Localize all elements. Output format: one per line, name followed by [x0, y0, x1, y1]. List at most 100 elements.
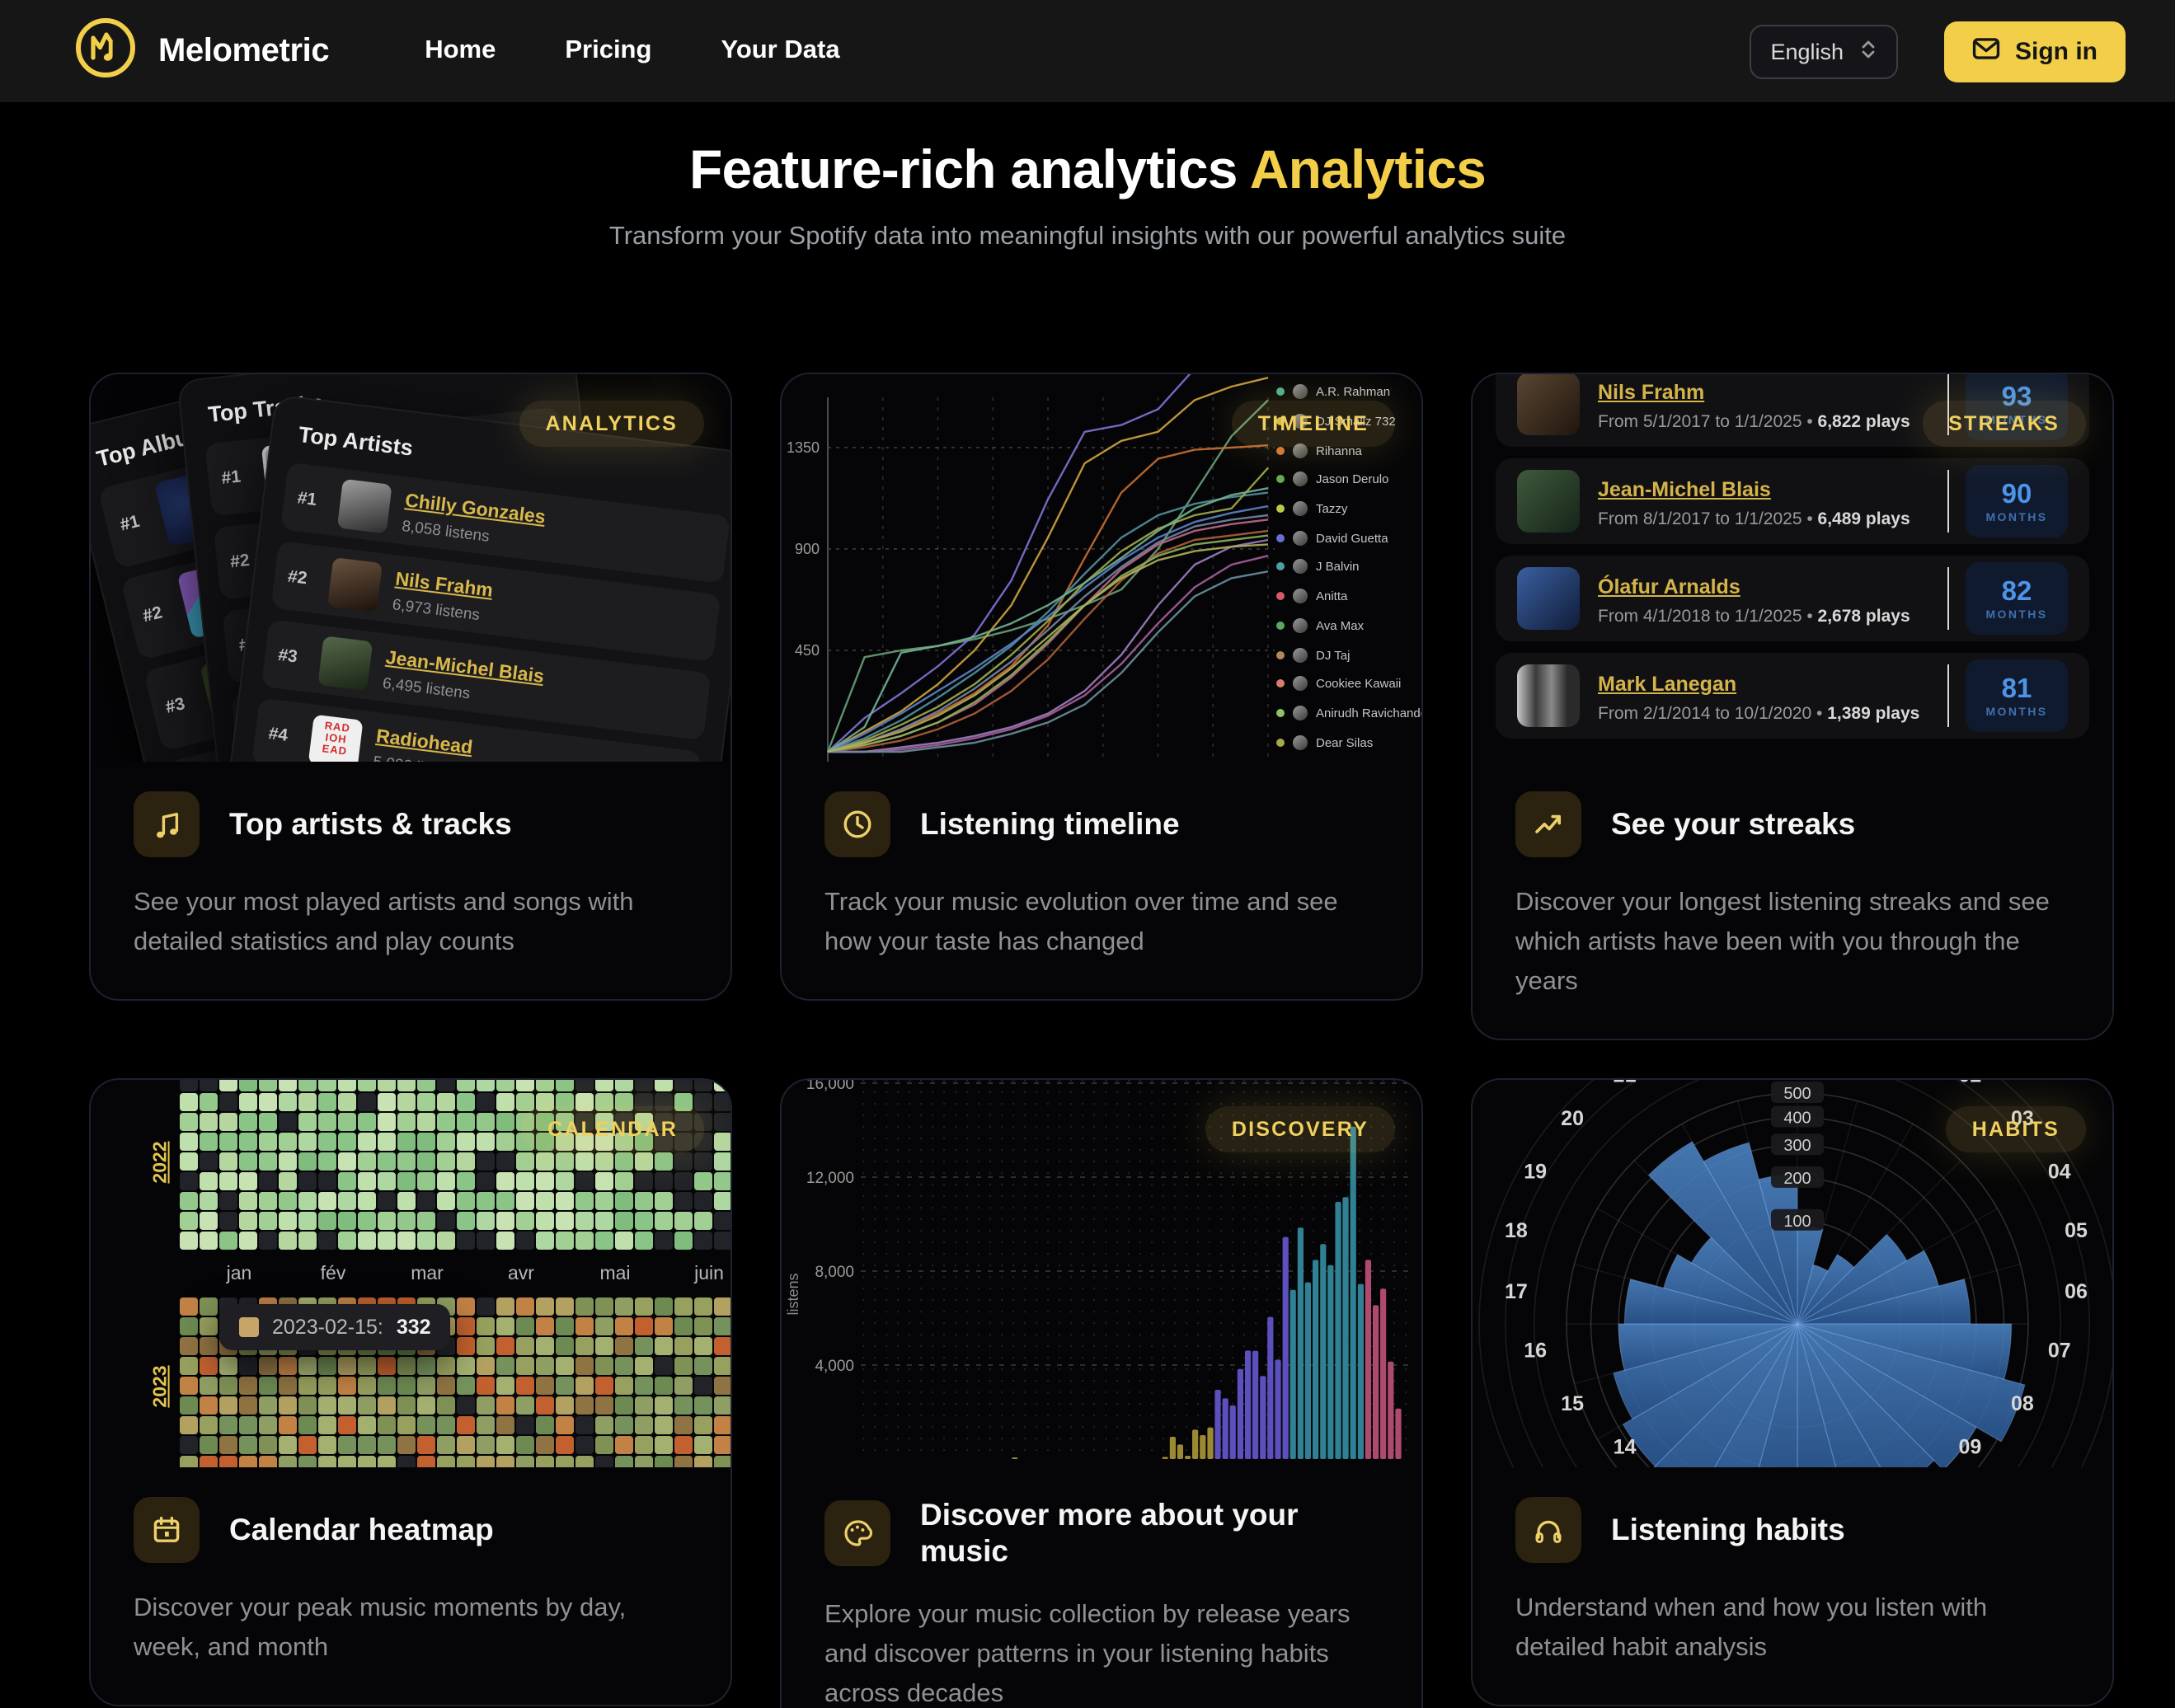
heatmap-cell[interactable] [318, 1456, 336, 1468]
legend-item[interactable]: Rihanna [1276, 436, 1415, 465]
heatmap-cell[interactable] [516, 1297, 533, 1316]
heatmap-cell[interactable] [318, 1093, 336, 1111]
streak-artist-link[interactable]: Ólafur Arnalds [1598, 575, 1740, 598]
heatmap-cell[interactable] [259, 1416, 276, 1434]
heatmap-cell[interactable] [437, 1080, 454, 1091]
heatmap-cell[interactable] [516, 1212, 533, 1230]
heatmap-cell[interactable] [536, 1377, 553, 1395]
heatmap-cell[interactable] [635, 1080, 652, 1091]
heatmap-cell[interactable] [655, 1396, 672, 1415]
heatmap-cell[interactable] [477, 1456, 494, 1468]
heatmap-cell[interactable] [477, 1232, 494, 1250]
heatmap-cell[interactable] [397, 1113, 415, 1131]
heatmap-cell[interactable] [200, 1192, 217, 1210]
heatmap-cell[interactable] [615, 1192, 632, 1210]
heatmap-cell[interactable] [714, 1113, 730, 1131]
heatmap-cell[interactable] [219, 1133, 237, 1151]
heatmap-cell[interactable] [556, 1192, 573, 1210]
heatmap-cell[interactable] [496, 1232, 514, 1250]
heatmap-cell[interactable] [516, 1416, 533, 1434]
heatmap-cell[interactable] [694, 1133, 712, 1151]
heatmap-cell[interactable] [200, 1212, 217, 1230]
heatmap-cell[interactable] [595, 1172, 613, 1190]
heatmap-cell[interactable] [674, 1357, 692, 1375]
heatmap-cell[interactable] [239, 1133, 256, 1151]
heatmap-cell[interactable] [575, 1232, 593, 1250]
heatmap-cell[interactable] [536, 1396, 553, 1415]
heatmap-cell[interactable] [437, 1232, 454, 1250]
heatmap-cell[interactable] [338, 1416, 355, 1434]
heatmap-cell[interactable] [714, 1152, 730, 1171]
heatmap-cell[interactable] [358, 1080, 375, 1091]
heatmap-cell[interactable] [200, 1396, 217, 1415]
nav-your-data[interactable]: Your Data [721, 36, 840, 64]
heatmap-cell[interactable] [714, 1133, 730, 1151]
heatmap-cell[interactable] [200, 1317, 217, 1335]
heatmap-cell[interactable] [536, 1337, 553, 1355]
heatmap-cell[interactable] [575, 1416, 593, 1434]
legend-item[interactable]: Jason Derulo [1276, 465, 1415, 494]
heatmap-cell[interactable] [298, 1093, 316, 1111]
heatmap-cell[interactable] [378, 1133, 395, 1151]
heatmap-cell[interactable] [200, 1172, 217, 1190]
heatmap-cell[interactable] [516, 1377, 533, 1395]
heatmap-cell[interactable] [496, 1192, 514, 1210]
heatmap-cell[interactable] [615, 1212, 632, 1230]
heatmap-cell[interactable] [477, 1357, 494, 1375]
heatmap-cell[interactable] [397, 1172, 415, 1190]
heatmap-cell[interactable] [516, 1093, 533, 1111]
heatmap-cell[interactable] [477, 1416, 494, 1434]
heatmap-cell[interactable] [694, 1152, 712, 1171]
heatmap-cell[interactable] [595, 1212, 613, 1230]
heatmap-cell[interactable] [378, 1172, 395, 1190]
heatmap-cell[interactable] [298, 1416, 316, 1434]
brand[interactable]: Melometric [73, 14, 330, 88]
heatmap-cell[interactable] [318, 1133, 336, 1151]
heatmap-cell[interactable] [417, 1212, 435, 1230]
heatmap-cell[interactable] [575, 1436, 593, 1454]
heatmap-cell[interactable] [595, 1337, 613, 1355]
heatmap-cell[interactable] [298, 1377, 316, 1395]
nav-home[interactable]: Home [425, 36, 496, 64]
heatmap-cell[interactable] [259, 1212, 276, 1230]
heatmap-cell[interactable] [536, 1436, 553, 1454]
heatmap-cell[interactable] [714, 1456, 730, 1468]
heatmap-cell[interactable] [219, 1080, 237, 1091]
heatmap-cell[interactable] [358, 1152, 375, 1171]
legend-item[interactable]: Anirudh Ravichander [1276, 698, 1421, 727]
heatmap-cell[interactable] [200, 1297, 217, 1316]
heatmap-cell[interactable] [298, 1436, 316, 1454]
heatmap-cell[interactable] [477, 1192, 494, 1210]
language-select[interactable]: English [1749, 24, 1898, 78]
heatmap-cell[interactable] [239, 1080, 256, 1091]
heatmap-cell[interactable] [694, 1377, 712, 1395]
heatmap-cell[interactable] [437, 1456, 454, 1468]
heatmap-cell[interactable] [417, 1357, 435, 1375]
heatmap-cell[interactable] [556, 1357, 573, 1375]
heatmap-cell[interactable] [180, 1436, 197, 1454]
heatmap-cell[interactable] [536, 1192, 553, 1210]
heatmap-cell[interactable] [279, 1396, 296, 1415]
heatmap-cell[interactable] [615, 1456, 632, 1468]
heatmap-cell[interactable] [714, 1357, 730, 1375]
heatmap-cell[interactable] [378, 1113, 395, 1131]
heatmap-cell[interactable] [556, 1152, 573, 1171]
heatmap-cell[interactable] [575, 1080, 593, 1091]
heatmap-cell[interactable] [635, 1152, 652, 1171]
nav-pricing[interactable]: Pricing [565, 36, 652, 64]
heatmap-cell[interactable] [536, 1416, 553, 1434]
heatmap-cell[interactable] [635, 1456, 652, 1468]
legend-item[interactable]: J Balvin [1276, 552, 1415, 581]
heatmap-cell[interactable] [259, 1172, 276, 1190]
heatmap-cell[interactable] [397, 1080, 415, 1091]
heatmap-cell[interactable] [496, 1396, 514, 1415]
heatmap-cell[interactable] [457, 1113, 474, 1131]
heatmap-cell[interactable] [575, 1337, 593, 1355]
heatmap-cell[interactable] [674, 1172, 692, 1190]
heatmap-cell[interactable] [595, 1093, 613, 1111]
heatmap-cell[interactable] [655, 1337, 672, 1355]
heatmap-cell[interactable] [180, 1357, 197, 1375]
heatmap-cell[interactable] [496, 1093, 514, 1111]
heatmap-cell[interactable] [556, 1080, 573, 1091]
heatmap-cell[interactable] [457, 1093, 474, 1111]
